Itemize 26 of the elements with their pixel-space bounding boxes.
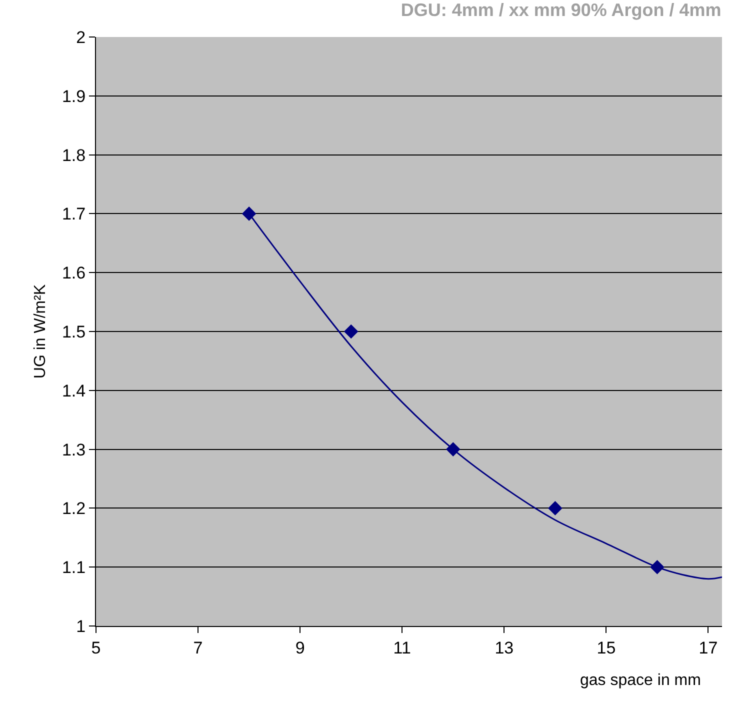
point (242, 206, 256, 221)
y-tick-label: 1.8 (62, 146, 86, 165)
x-axis-title: gas space in mm (580, 672, 701, 689)
y-tick-label: 1.2 (62, 499, 86, 518)
point (446, 442, 460, 456)
y-tick-label: 1.4 (62, 381, 86, 400)
x-tick-label: 7 (193, 638, 203, 658)
x-tick-label: 5 (91, 638, 101, 658)
y-tick-label: 1.6 (62, 264, 86, 283)
point (344, 324, 358, 339)
y-tick-label: 2 (76, 28, 86, 47)
x-tick-label: 17 (698, 638, 718, 658)
y-tick-label: 1.3 (62, 440, 86, 460)
x-tick-label: 15 (596, 638, 616, 658)
x-tick-label: 9 (295, 638, 305, 658)
chart-title: DGU: 4mm / xx mm 90% Argon / 4mm (400, 0, 722, 20)
point (650, 560, 664, 574)
y-tick-label: 1.5 (62, 322, 86, 342)
y-tick-label: 1.9 (62, 86, 86, 106)
y-tick-label: 1.7 (62, 204, 86, 224)
y-tick-label: 1 (76, 616, 86, 636)
x-tick-label: 11 (393, 638, 411, 658)
y-tick-label: 1.1 (62, 558, 86, 578)
point (548, 501, 562, 516)
x-tick-label: 13 (494, 638, 514, 658)
y-axis-title: UG in W/m²K (32, 284, 49, 379)
